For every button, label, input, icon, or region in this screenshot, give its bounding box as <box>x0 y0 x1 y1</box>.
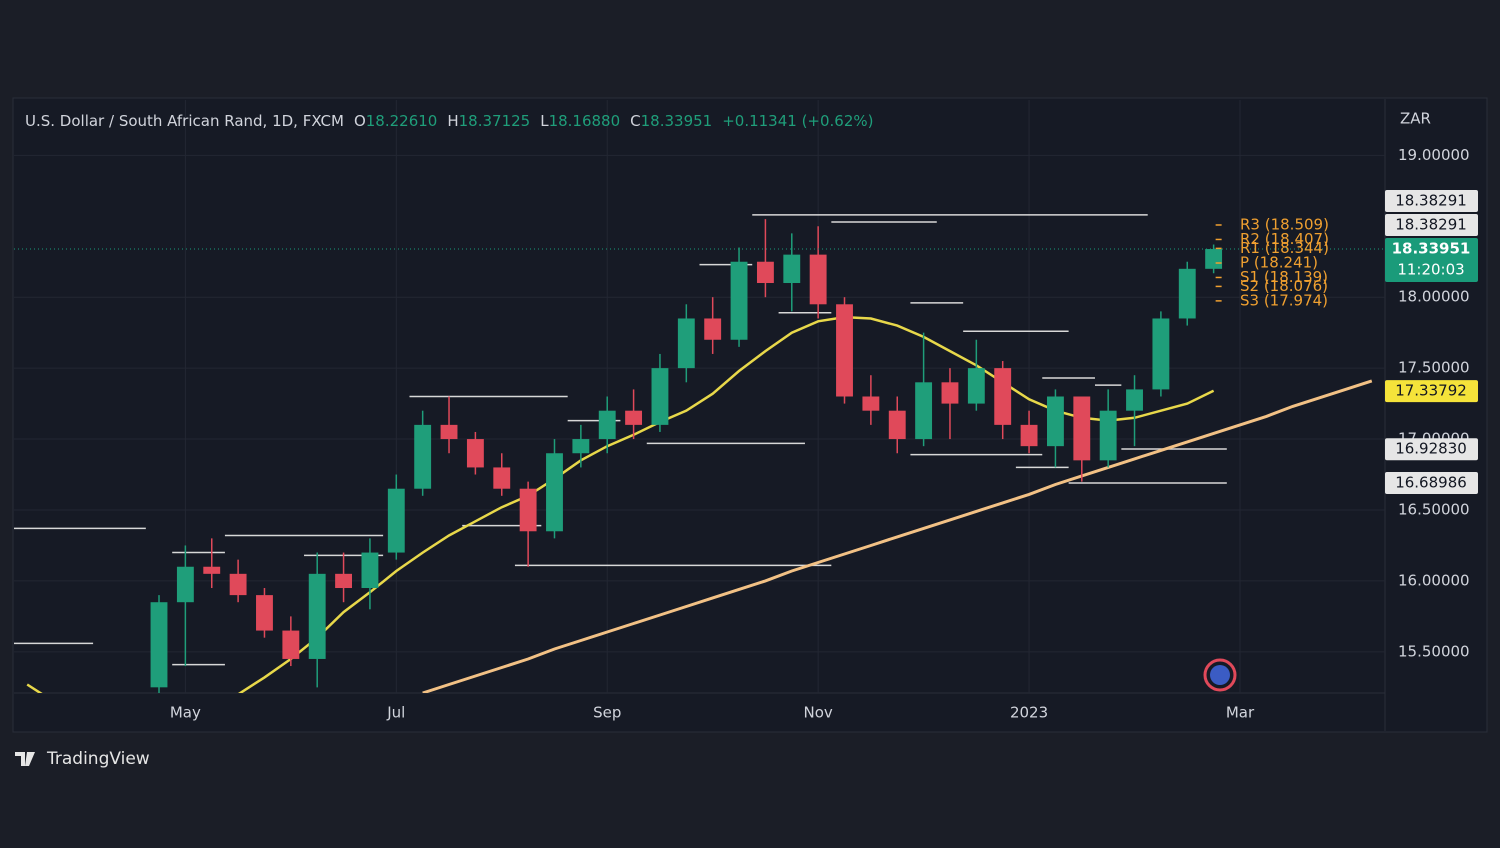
price-label-box <box>1385 190 1478 213</box>
candle-body <box>335 573 353 589</box>
price-label-box <box>1385 438 1478 461</box>
price-label: 18.38291 <box>1395 192 1467 210</box>
candle-body <box>783 254 801 284</box>
brand-logo <box>15 752 35 766</box>
price-label: 16.92830 <box>1395 440 1467 458</box>
y-tick-label: 18.00000 <box>1398 288 1470 306</box>
y-tick-label: 16.50000 <box>1398 500 1470 518</box>
candle-body <box>967 368 985 404</box>
candle-body <box>361 552 379 589</box>
candle-body <box>203 566 221 574</box>
candle-body <box>704 318 722 340</box>
pivot-label: R3 (18.509) <box>1240 215 1329 233</box>
trendline <box>422 379 1373 693</box>
pivot-label: P (18.241) <box>1240 254 1318 272</box>
candle-body <box>440 424 458 440</box>
candle-body <box>519 488 537 532</box>
price-axis: 15.5000016.0000016.5000017.0000017.50000… <box>1385 146 1478 660</box>
price-label: 18.38291 <box>1395 216 1467 234</box>
pivot-label: S3 (17.974) <box>1240 291 1328 309</box>
candle-body <box>546 453 563 532</box>
moving-average <box>26 315 1215 693</box>
candle-body <box>651 368 669 425</box>
x-tick-label: Jul <box>386 704 405 722</box>
price-label: 17.33792 <box>1395 382 1467 400</box>
candle-body <box>176 566 194 603</box>
candle-body <box>994 368 1012 425</box>
brand: TradingView <box>46 749 150 769</box>
pivot-label: S1 (18.139) <box>1240 268 1328 286</box>
x-tick-label: Sep <box>593 704 621 722</box>
ohlc-value: 18.37125 <box>459 112 531 130</box>
x-tick-label: Nov <box>804 704 833 722</box>
grid <box>14 100 1385 693</box>
candle-body <box>677 318 695 369</box>
ohlc-label: H <box>447 112 458 130</box>
candle-body <box>1073 396 1091 461</box>
candle-body <box>915 382 933 440</box>
candle-body <box>387 488 405 553</box>
ohlc-value: 18.33951 <box>641 112 713 130</box>
pivot-label: S2 (18.076) <box>1240 277 1328 295</box>
price-label-box <box>1385 472 1478 495</box>
candle-body <box>282 630 300 659</box>
ohlc-value: 18.16880 <box>549 112 621 130</box>
candle-body <box>625 410 643 425</box>
candle-body <box>308 573 326 659</box>
symbol: U.S. Dollar / South African Rand, 1D, FX… <box>25 112 344 130</box>
pivot-label: R1 (18.344) <box>1240 239 1329 257</box>
x-tick-label: May <box>170 704 201 722</box>
candle-body <box>1126 389 1143 411</box>
event-flag-icon <box>1210 665 1230 685</box>
x-tick-label: Mar <box>1226 704 1255 722</box>
candle-body <box>598 410 616 440</box>
ohlc-value: 18.22610 <box>366 112 438 130</box>
plot <box>14 214 1385 693</box>
event-flag[interactable] <box>1203 658 1237 692</box>
candle-body <box>1205 249 1223 269</box>
countdown: 11:20:03 <box>1397 261 1464 279</box>
candle-body <box>1020 424 1038 447</box>
candle-body <box>862 396 880 411</box>
price-label: 18.33951 <box>1392 240 1471 258</box>
header: U.S. Dollar / South African Rand, 1D, FX… <box>25 112 874 130</box>
candle-body <box>809 254 827 305</box>
price-label-box <box>1385 214 1478 237</box>
currency: ZAR <box>1400 110 1431 128</box>
y-tick-label: 17.50000 <box>1398 359 1470 377</box>
candle-body <box>572 439 590 454</box>
change: +0.11341 (+0.62%) <box>722 112 873 130</box>
candle-body <box>493 467 511 489</box>
x-tick-label: 2023 <box>1010 704 1048 722</box>
pivot-label: R2 (18.407) <box>1240 230 1329 248</box>
ohlc-label: C <box>630 112 640 130</box>
candle-body <box>256 595 273 631</box>
price-label-box <box>1385 380 1478 403</box>
ohlc-label: L <box>540 112 549 130</box>
candle-body <box>1046 396 1064 447</box>
candle-body <box>150 602 168 688</box>
candle-body <box>1099 410 1117 461</box>
ohlc-label: O <box>354 112 366 130</box>
candle-body <box>941 382 959 404</box>
candle-body <box>756 261 774 284</box>
y-tick-label: 16.00000 <box>1398 571 1470 589</box>
candle-body <box>466 439 484 468</box>
candle-body <box>888 410 906 440</box>
candle-body <box>1178 268 1196 319</box>
candle-body <box>229 573 247 596</box>
price-label: 16.68986 <box>1395 474 1467 492</box>
price-label-box <box>1385 238 1478 283</box>
candle-body <box>414 424 432 489</box>
candle-body <box>1152 318 1170 390</box>
candle-body <box>730 261 748 340</box>
y-tick-label: 15.50000 <box>1398 642 1470 660</box>
candle-body <box>836 304 853 397</box>
y-tick-label: 19.00000 <box>1398 146 1470 164</box>
